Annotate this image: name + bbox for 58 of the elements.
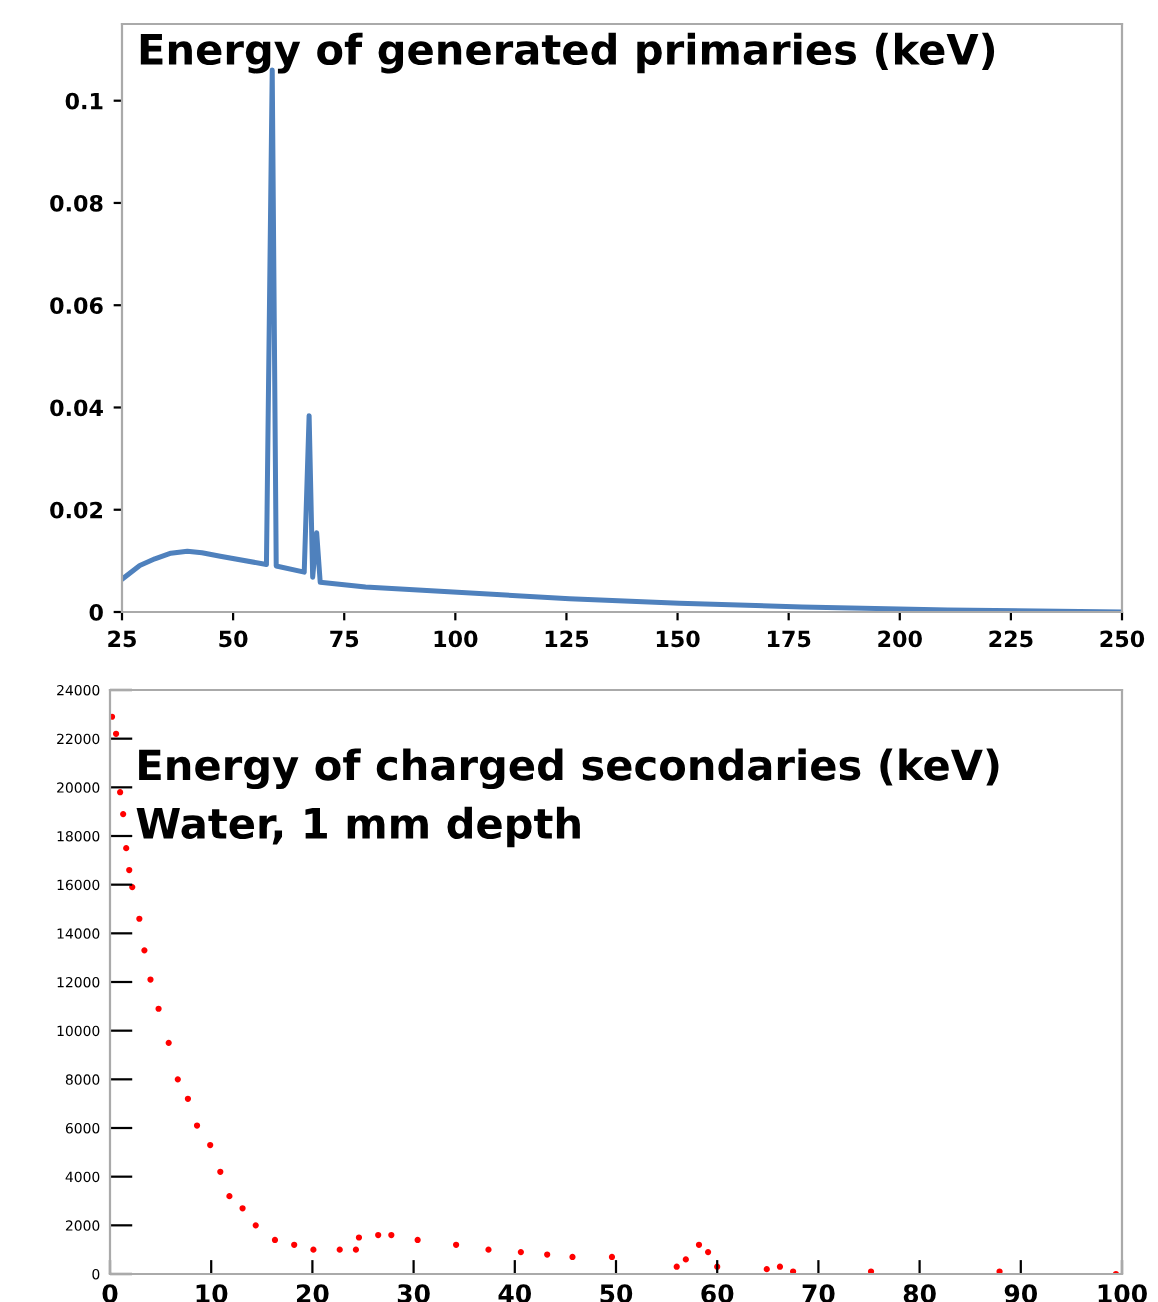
point xyxy=(120,810,127,818)
point xyxy=(704,1248,712,1256)
point xyxy=(776,1263,784,1270)
point xyxy=(147,976,154,983)
x-tick-label: 250 xyxy=(1100,630,1145,648)
y-tick-label: 0.04 xyxy=(50,399,103,417)
point xyxy=(517,1248,524,1256)
y-tick-label: 0.1 xyxy=(65,92,103,110)
point xyxy=(569,1253,576,1261)
point xyxy=(226,1193,233,1200)
text: Energy of charged secondaries (keV) xyxy=(139,748,999,790)
x-tick-label: 225 xyxy=(989,630,1033,648)
point xyxy=(453,1241,460,1248)
point xyxy=(355,1234,363,1241)
point xyxy=(310,1246,317,1253)
point xyxy=(352,1246,360,1253)
point xyxy=(673,1263,680,1270)
point xyxy=(207,1141,214,1149)
point xyxy=(174,1076,181,1083)
x-tick-label: 175 xyxy=(767,630,811,648)
point xyxy=(141,947,148,954)
x-tick-label: 200 xyxy=(878,630,922,648)
point xyxy=(165,1039,172,1046)
x-tick-label: 75 xyxy=(330,630,359,648)
point xyxy=(695,1241,703,1248)
point xyxy=(485,1246,492,1253)
text: Water, 1 mm depth xyxy=(136,806,580,848)
y-tick-label: 0.08 xyxy=(50,194,103,212)
point xyxy=(155,1005,162,1012)
point xyxy=(608,1253,616,1261)
point xyxy=(682,1256,689,1263)
x-tick-label: 100 xyxy=(434,630,478,648)
x-tick-label: 50 xyxy=(219,630,248,648)
point xyxy=(271,1236,279,1244)
point xyxy=(123,845,130,852)
point xyxy=(388,1231,395,1239)
point xyxy=(117,789,124,796)
chart-title: Energy of generated primaries (keV) xyxy=(140,32,995,74)
x-tick-label: 150 xyxy=(656,630,700,648)
point xyxy=(136,915,143,922)
point xyxy=(336,1246,343,1253)
point xyxy=(184,1095,192,1102)
point xyxy=(763,1266,770,1273)
x-tick-label: 125 xyxy=(545,630,589,648)
point xyxy=(375,1231,382,1239)
point xyxy=(239,1205,246,1212)
y-tick-label: 0.06 xyxy=(50,297,103,314)
y-tick-label: 0 xyxy=(89,603,103,621)
point xyxy=(217,1168,224,1175)
point xyxy=(291,1241,298,1248)
point xyxy=(193,1122,201,1129)
point xyxy=(126,866,133,874)
point xyxy=(112,730,120,737)
y-tick-label: 0.02 xyxy=(50,501,103,519)
point xyxy=(252,1222,259,1229)
x-tick-label: 25 xyxy=(108,630,136,648)
point xyxy=(414,1236,421,1244)
point xyxy=(544,1251,551,1258)
